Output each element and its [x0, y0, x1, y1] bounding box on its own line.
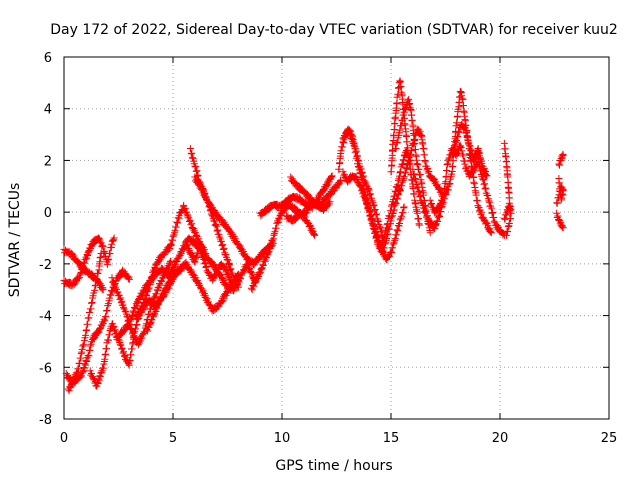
- chart-title: Day 172 of 2022, Sidereal Day-to-day VTE…: [50, 22, 618, 38]
- x-tick-label: 10: [274, 431, 291, 446]
- y-tick-label: -4: [39, 310, 52, 325]
- y-tick-label: 2: [44, 154, 52, 169]
- x-tick-label: 15: [383, 431, 400, 446]
- plot-frame: [63, 56, 610, 420]
- grid: [64, 57, 609, 419]
- x-tick-label: 20: [492, 431, 509, 446]
- axis-ticks: 0 5 10 15 20 25 -8 -6 -4 -2 0 2 4 6: [39, 51, 617, 446]
- x-tick-label: 5: [169, 431, 177, 446]
- y-axis-label: SDTVAR / TECUs: [7, 183, 23, 298]
- y-tick-label: -6: [39, 361, 52, 376]
- y-tick-label: 6: [44, 51, 52, 66]
- y-tick-label: -8: [39, 413, 52, 428]
- y-tick-label: -2: [39, 258, 52, 273]
- y-tick-label: 4: [44, 103, 52, 118]
- x-tick-label: 0: [60, 431, 68, 446]
- x-tick-label: 25: [601, 431, 618, 446]
- y-tick-label: 0: [44, 206, 52, 221]
- data-series-sdtvar: [60, 77, 567, 395]
- data-points-sdtvar: [60, 77, 567, 395]
- x-axis-label: GPS time / hours: [275, 458, 392, 474]
